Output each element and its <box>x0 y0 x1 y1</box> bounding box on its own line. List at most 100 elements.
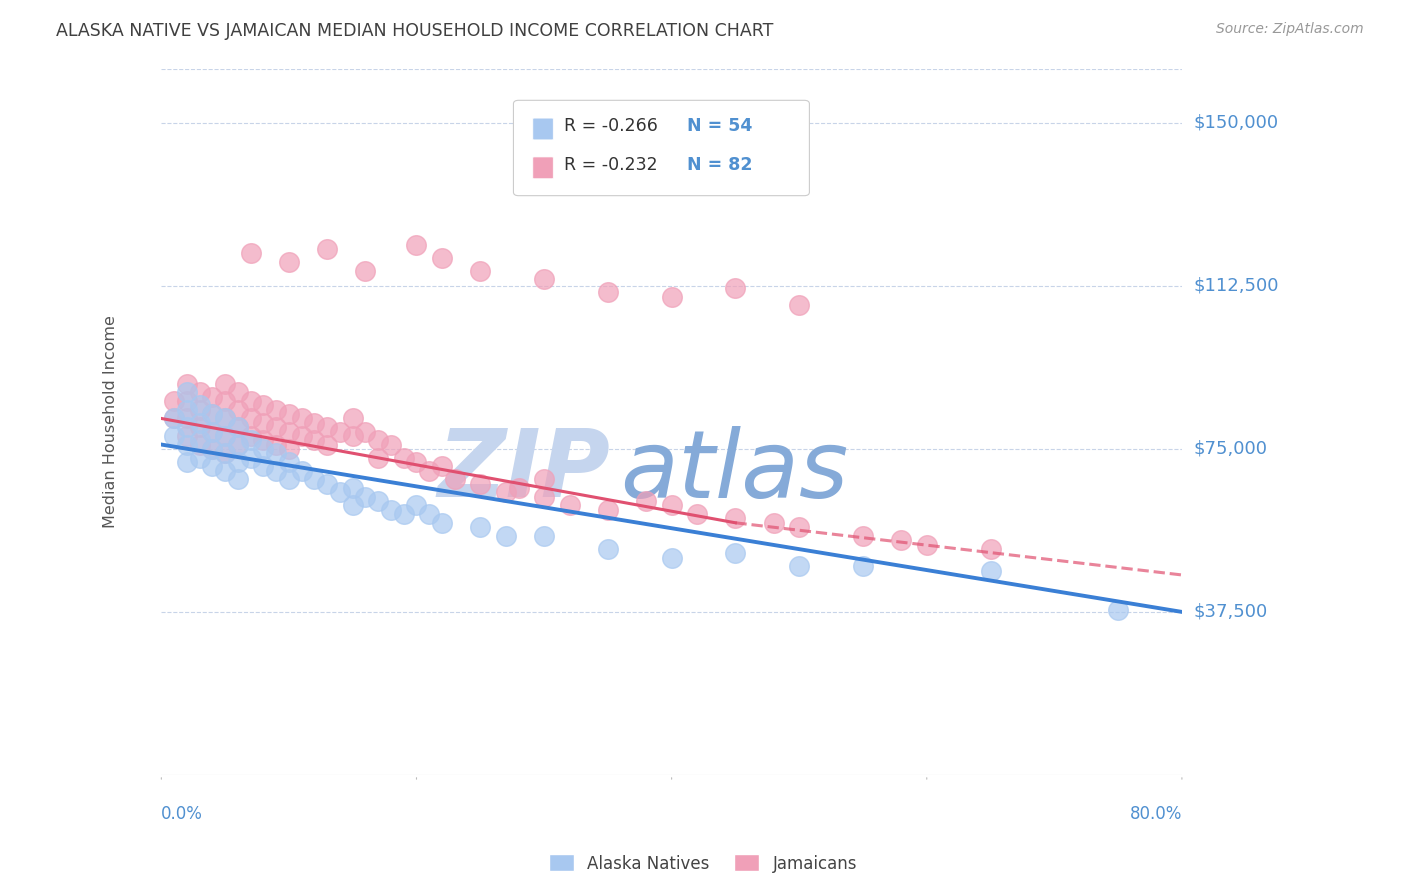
Point <box>264 437 287 451</box>
Point <box>1107 603 1129 617</box>
Point <box>277 442 299 456</box>
Point <box>201 407 224 421</box>
Point <box>163 411 186 425</box>
Point <box>367 433 389 447</box>
Point <box>239 429 262 443</box>
Text: ALASKA NATIVE VS JAMAICAN MEDIAN HOUSEHOLD INCOME CORRELATION CHART: ALASKA NATIVE VS JAMAICAN MEDIAN HOUSEHO… <box>56 22 773 40</box>
Point <box>787 298 810 312</box>
Point <box>762 516 785 530</box>
Point <box>316 437 339 451</box>
Point <box>558 499 581 513</box>
Text: 80.0%: 80.0% <box>1129 805 1182 823</box>
Point <box>188 399 211 413</box>
Point <box>533 529 555 543</box>
Point <box>495 529 517 543</box>
Point <box>176 385 198 400</box>
Point <box>596 285 619 300</box>
Point <box>214 394 236 409</box>
Point <box>214 429 236 443</box>
Point <box>176 429 198 443</box>
Point <box>304 472 326 486</box>
Point <box>252 459 274 474</box>
Point <box>724 281 747 295</box>
Point <box>226 385 249 400</box>
Point <box>226 437 249 451</box>
Point <box>405 237 427 252</box>
Point <box>354 490 377 504</box>
Point <box>342 499 364 513</box>
Point <box>367 494 389 508</box>
Point <box>201 390 224 404</box>
Point <box>596 541 619 556</box>
Point <box>277 255 299 269</box>
Point <box>252 442 274 456</box>
Point <box>201 407 224 421</box>
Point <box>226 455 249 469</box>
Text: ZIP: ZIP <box>437 425 610 517</box>
Point <box>470 263 492 277</box>
Point <box>226 472 249 486</box>
Point <box>176 394 198 409</box>
Point <box>239 411 262 425</box>
Point <box>264 446 287 460</box>
Point <box>188 437 211 451</box>
Point <box>380 502 402 516</box>
Point <box>226 420 249 434</box>
Point <box>405 499 427 513</box>
Point <box>201 442 224 456</box>
Point <box>342 411 364 425</box>
FancyBboxPatch shape <box>533 118 553 140</box>
Point <box>264 464 287 478</box>
Point <box>316 476 339 491</box>
Point <box>661 290 683 304</box>
Point <box>163 429 186 443</box>
Point <box>316 242 339 256</box>
Point <box>201 425 224 439</box>
FancyBboxPatch shape <box>533 157 553 178</box>
Point <box>277 425 299 439</box>
Point <box>176 437 198 451</box>
Text: atlas: atlas <box>620 425 849 516</box>
Point <box>201 459 224 474</box>
Point <box>163 394 186 409</box>
Point <box>188 420 211 434</box>
Point <box>239 450 262 465</box>
Point <box>239 433 262 447</box>
Point <box>342 429 364 443</box>
Point <box>418 464 440 478</box>
Text: R = -0.266: R = -0.266 <box>564 118 658 136</box>
Point <box>239 246 262 260</box>
Point <box>226 402 249 417</box>
Point <box>188 402 211 417</box>
Point <box>214 446 236 460</box>
Point <box>214 411 236 425</box>
Point <box>176 455 198 469</box>
Point <box>470 520 492 534</box>
Point <box>470 476 492 491</box>
Point <box>354 425 377 439</box>
Point <box>277 455 299 469</box>
Point <box>508 481 530 495</box>
Point <box>291 429 314 443</box>
Point <box>787 520 810 534</box>
Point <box>418 507 440 521</box>
Point <box>342 481 364 495</box>
Point <box>354 263 377 277</box>
Point <box>226 437 249 451</box>
Point <box>533 490 555 504</box>
Text: $112,500: $112,500 <box>1194 277 1278 295</box>
Point <box>304 416 326 430</box>
Point <box>852 559 875 574</box>
Point <box>214 429 236 443</box>
Point <box>239 394 262 409</box>
Point <box>915 537 938 551</box>
Text: N = 82: N = 82 <box>688 156 752 174</box>
Legend: Alaska Natives, Jamaicans: Alaska Natives, Jamaicans <box>543 847 863 880</box>
Point <box>188 450 211 465</box>
Point <box>495 485 517 500</box>
Point <box>430 251 453 265</box>
Text: N = 54: N = 54 <box>688 118 752 136</box>
Point <box>252 416 274 430</box>
Point <box>392 507 415 521</box>
Point <box>304 433 326 447</box>
